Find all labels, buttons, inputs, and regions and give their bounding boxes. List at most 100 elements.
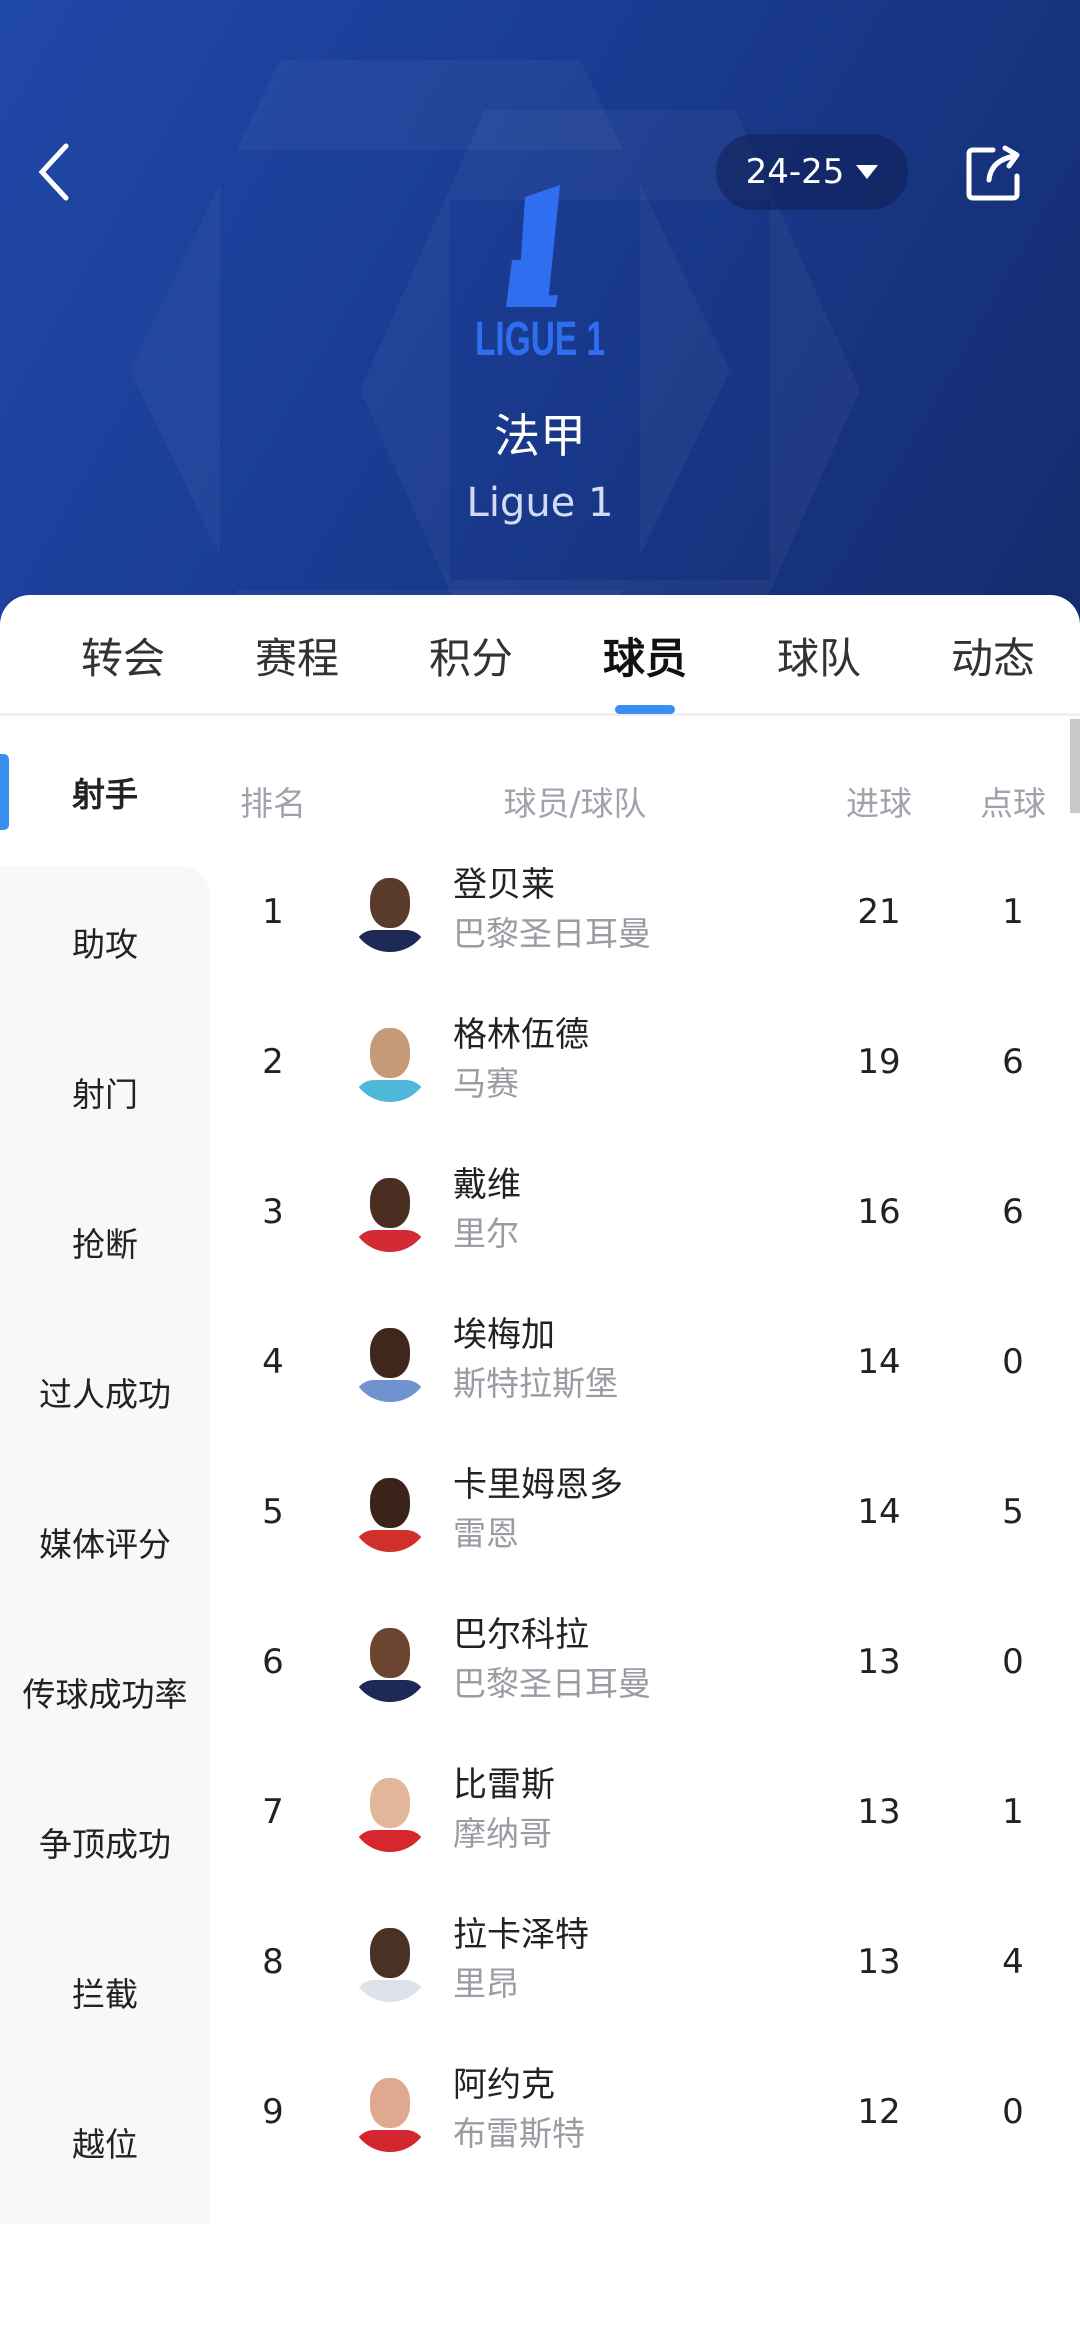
sidebar-item-media-rating[interactable]: 媒体评分	[39, 1525, 171, 1564]
rank: 8	[262, 1942, 284, 1982]
goals: 14	[857, 1492, 901, 1532]
back-arrow-icon[interactable]	[36, 142, 76, 202]
team-name: 雷恩	[453, 1514, 519, 1553]
player-avatar	[350, 1022, 430, 1102]
player-name[interactable]: 登贝莱	[453, 865, 555, 905]
sidebar-item-aerials[interactable]: 争顶成功	[39, 1825, 171, 1864]
table-row[interactable]: 6 巴尔科拉 巴黎圣日耳曼 13 0	[210, 1587, 1080, 1737]
season-label: 24-25	[745, 152, 845, 192]
rank: 4	[262, 1342, 284, 1382]
table-row[interactable]: 4 埃梅加 斯特拉斯堡 14 0	[210, 1287, 1080, 1437]
tab-news[interactable]: 动态	[950, 634, 1035, 683]
team-name: 巴黎圣日耳曼	[453, 1664, 651, 1703]
goals: 16	[857, 1192, 901, 1232]
dropdown-triangle-icon	[856, 165, 879, 179]
rank: 3	[262, 1192, 284, 1232]
penalties: 6	[1002, 1192, 1024, 1232]
player-avatar	[350, 1922, 430, 2002]
table-row[interactable]: 1 登贝莱 巴黎圣日耳曼 21 1	[210, 837, 1080, 987]
penalties: 1	[1002, 1792, 1024, 1832]
player-avatar	[350, 2072, 430, 2152]
sidebar-item-dribbles[interactable]: 过人成功	[39, 1375, 171, 1414]
table-row[interactable]: 9 阿约克 布雷斯特 12 0	[210, 2037, 1080, 2187]
sidebar-item-assists[interactable]: 助攻	[72, 925, 138, 964]
player-name[interactable]: 巴尔科拉	[453, 1615, 589, 1655]
sidebar-item-shots[interactable]: 射门	[72, 1075, 138, 1114]
player-avatar	[350, 1622, 430, 1702]
player-avatar	[350, 1772, 430, 1852]
goals: 19	[857, 1042, 901, 1082]
table-row[interactable]: 8 拉卡泽特 里昂 13 4	[210, 1887, 1080, 2037]
player-name[interactable]: 卡里姆恩多	[453, 1465, 623, 1505]
season-selector[interactable]: 24-25	[716, 134, 908, 210]
tab-transfers[interactable]: 转会	[80, 634, 165, 683]
scrollbar[interactable]	[1070, 719, 1080, 813]
stats-body: 射手助攻射门抢断过人成功媒体评分传球成功率争顶成功拦截越位 排名 球员/球队 进…	[0, 719, 1080, 2224]
goals: 21	[857, 892, 901, 932]
goals: 13	[857, 1642, 901, 1682]
penalties: 5	[1002, 1492, 1024, 1532]
penalties: 0	[1002, 1342, 1024, 1382]
tab-teams[interactable]: 球队	[776, 634, 861, 683]
player-name[interactable]: 戴维	[453, 1165, 521, 1205]
sidebar-item-pass-accuracy[interactable]: 传球成功率	[22, 1675, 188, 1714]
player-avatar	[350, 1472, 430, 1552]
player-name[interactable]: 格林伍德	[453, 1015, 589, 1055]
table-row[interactable]: 2 格林伍德 马赛 19 6	[210, 987, 1080, 1137]
table-row[interactable]	[210, 2187, 1080, 2224]
team-name: 里昂	[453, 1964, 519, 2003]
goals: 13	[857, 1942, 901, 1982]
header-player: 球员/球队	[503, 784, 647, 823]
player-avatar	[350, 1322, 430, 1402]
tab-standings[interactable]: 积分	[428, 634, 513, 683]
table-row[interactable]: 7 比雷斯 摩纳哥 13 1	[210, 1737, 1080, 1887]
sidebar-bg	[0, 866, 210, 2224]
sidebar-item-interceptions[interactable]: 拦截	[72, 1975, 138, 2014]
rank: 2	[262, 1042, 284, 1082]
player-avatar	[350, 872, 430, 952]
team-name: 布雷斯特	[453, 2114, 585, 2153]
tab-players[interactable]: 球员	[602, 634, 687, 683]
rank: 7	[262, 1792, 284, 1832]
ligue1-logo: LIGUE 1	[475, 185, 605, 360]
rank: 9	[262, 2092, 284, 2132]
league-header: 24-25 LIGUE 1 法甲 Ligue 1	[0, 0, 1080, 640]
player-name[interactable]: 拉卡泽特	[453, 1915, 589, 1955]
penalties: 6	[1002, 1042, 1024, 1082]
rank: 6	[262, 1642, 284, 1682]
goals: 12	[857, 2092, 901, 2132]
sidebar-item-scorers[interactable]: 射手	[72, 775, 138, 814]
tab-bar: 转会 赛程 积分 球员 球队 动态	[0, 595, 1080, 716]
rank: 5	[262, 1492, 284, 1532]
header-penalties[interactable]: 点球	[980, 784, 1046, 823]
player-name[interactable]: 阿约克	[453, 2065, 555, 2105]
team-name: 斯特拉斯堡	[453, 1364, 618, 1403]
active-category-indicator	[0, 754, 9, 830]
goals: 13	[857, 1792, 901, 1832]
table-row[interactable]: 3 戴维 里尔 16 6	[210, 1137, 1080, 1287]
team-name: 马赛	[453, 1064, 519, 1103]
rank: 1	[262, 892, 284, 932]
penalties: 0	[1002, 2092, 1024, 2132]
sidebar-item-tackles[interactable]: 抢断	[72, 1225, 138, 1264]
player-name[interactable]: 埃梅加	[453, 1315, 555, 1355]
player-avatar	[350, 1172, 430, 1252]
league-subtitle: Ligue 1	[466, 480, 614, 526]
tab-schedule[interactable]: 赛程	[254, 634, 339, 683]
penalties: 0	[1002, 1642, 1024, 1682]
penalties: 4	[1002, 1942, 1024, 1982]
penalties: 1	[1002, 892, 1024, 932]
table-row[interactable]: 5 卡里姆恩多 雷恩 14 5	[210, 1437, 1080, 1587]
share-icon[interactable]	[965, 142, 1025, 202]
player-name[interactable]: 比雷斯	[453, 1765, 555, 1805]
player-avatar	[350, 2222, 430, 2224]
svg-text:LIGUE 1: LIGUE 1	[475, 313, 605, 360]
header-goals[interactable]: 进球	[846, 784, 912, 823]
goals: 14	[857, 1342, 901, 1382]
header-rank: 排名	[240, 784, 306, 823]
team-name: 摩纳哥	[453, 1814, 552, 1853]
league-title: 法甲	[494, 409, 586, 463]
team-name: 里尔	[453, 1214, 519, 1253]
active-tab-indicator	[615, 705, 675, 714]
sidebar-item-offsides[interactable]: 越位	[72, 2125, 138, 2164]
